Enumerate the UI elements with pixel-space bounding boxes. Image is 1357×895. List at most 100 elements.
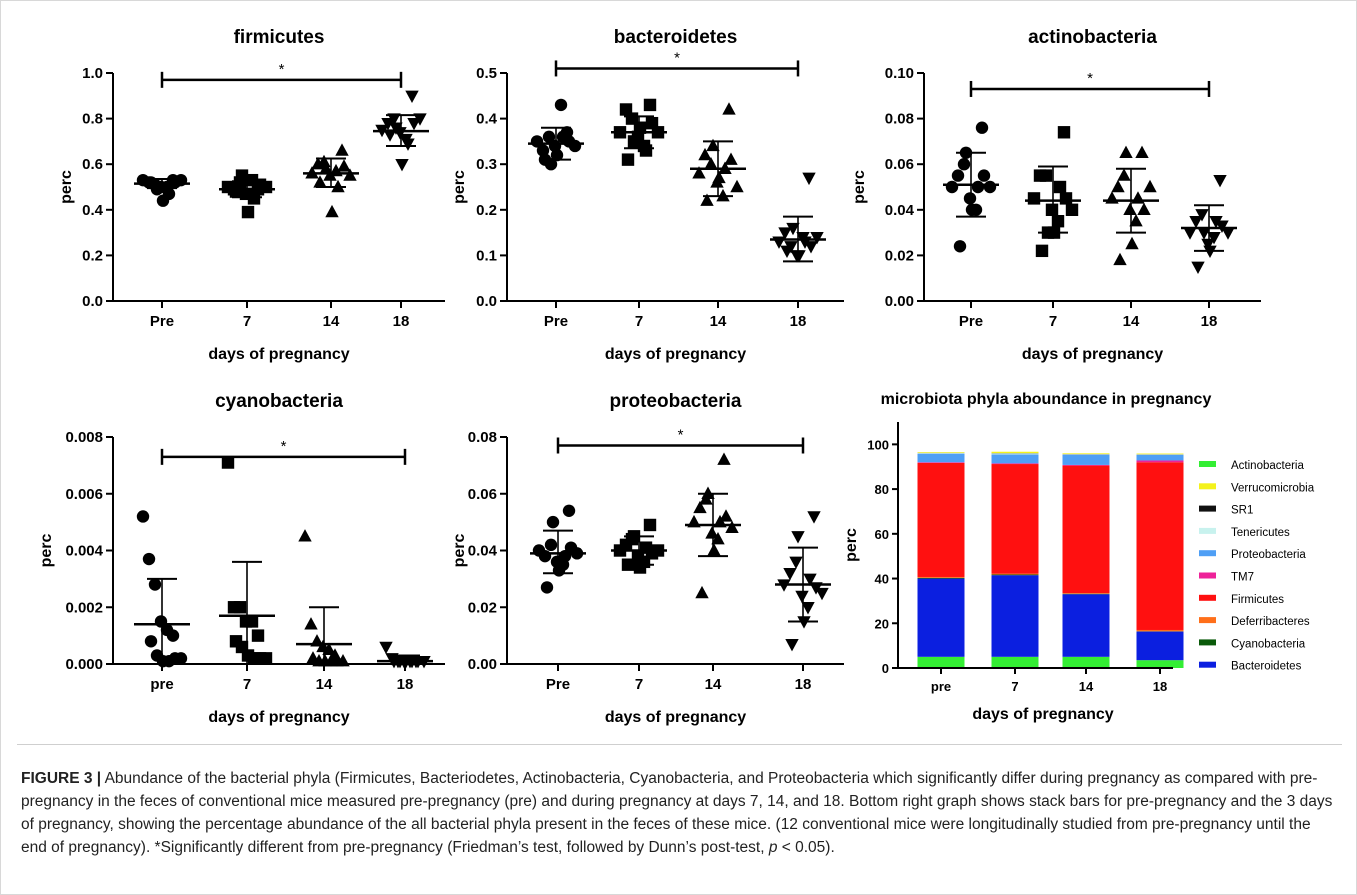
bar-segment-actinobacteria bbox=[917, 656, 965, 668]
bar-segment-tenericutes bbox=[917, 453, 965, 454]
legend-item-actinobacteria: Actinobacteria bbox=[1199, 460, 1304, 472]
bar-segment-firmicutes bbox=[991, 464, 1039, 574]
legend-label: Firmicutes bbox=[1231, 594, 1284, 606]
y-tick-label: 0.10 bbox=[885, 65, 914, 82]
y-tick-label: 0.4 bbox=[476, 111, 498, 128]
bar-segment-bacteroidetes bbox=[917, 578, 965, 657]
data-point bbox=[722, 102, 736, 115]
x-tick-label: 18 bbox=[1201, 313, 1218, 330]
data-point bbox=[639, 144, 653, 157]
data-point bbox=[1059, 192, 1073, 205]
legend-swatch bbox=[1199, 461, 1216, 467]
data-point bbox=[413, 113, 427, 126]
y-tick-label: 0.04 bbox=[885, 202, 915, 219]
bar-segment-deferribacteres bbox=[991, 573, 1039, 575]
data-point bbox=[643, 98, 657, 112]
legend-label: TM7 bbox=[1231, 572, 1254, 584]
bar-segment-cyanobacteria bbox=[917, 577, 965, 579]
x-tick-label: pre bbox=[150, 676, 173, 693]
data-point bbox=[150, 183, 164, 196]
data-point bbox=[233, 601, 247, 614]
bar-segment-tm7 bbox=[1136, 460, 1184, 463]
data-point bbox=[322, 642, 336, 656]
significance-bracket: * bbox=[554, 49, 800, 77]
data-point bbox=[1213, 174, 1227, 188]
data-point bbox=[803, 573, 817, 587]
series-Pre bbox=[943, 121, 999, 253]
data-point bbox=[259, 180, 273, 194]
legend-swatch bbox=[1199, 639, 1216, 646]
bar-segment-verrucomicrobia bbox=[1136, 453, 1184, 455]
x-axis-title: days of pregnancy bbox=[1022, 346, 1163, 363]
data-point bbox=[1221, 227, 1235, 240]
data-point bbox=[304, 617, 318, 630]
legend-swatch bbox=[1199, 527, 1216, 534]
bar-segment-bacteroidetes bbox=[991, 575, 1039, 657]
data-point bbox=[1119, 145, 1133, 158]
data-point bbox=[789, 556, 803, 570]
x-tick-label: 18 bbox=[393, 313, 410, 330]
series-18 bbox=[775, 511, 831, 652]
x-tick-label: 7 bbox=[243, 676, 251, 693]
y-tick-label: 0.004 bbox=[65, 543, 103, 560]
data-point bbox=[643, 518, 657, 532]
y-tick-label: 0.02 bbox=[468, 599, 497, 616]
x-tick-label: Pre bbox=[150, 313, 174, 330]
data-point bbox=[325, 204, 339, 218]
y-axis-title: perc bbox=[58, 170, 75, 204]
x-tick-label: pre bbox=[931, 679, 951, 694]
figure-caption-text: Abundance of the bacterial phyla (Firmic… bbox=[21, 770, 1333, 856]
bar-segment-deferribacteres bbox=[917, 576, 965, 578]
data-point bbox=[538, 549, 552, 563]
data-point bbox=[319, 161, 333, 174]
data-point bbox=[983, 180, 997, 194]
chart-title: firmicutes bbox=[234, 27, 325, 48]
x-axis-title: days of pregnancy bbox=[605, 709, 746, 726]
data-point bbox=[407, 117, 421, 131]
data-point bbox=[717, 452, 731, 465]
y-tick-label: 1.0 bbox=[82, 65, 103, 82]
data-point bbox=[1209, 216, 1223, 229]
x-tick-label: Pre bbox=[546, 676, 570, 693]
data-point bbox=[711, 531, 725, 545]
legend-item-verrucomicrobia: Verrucomicrobia bbox=[1199, 482, 1315, 494]
y-tick-label: 0.04 bbox=[468, 543, 498, 560]
data-point bbox=[791, 531, 805, 544]
data-point bbox=[381, 117, 395, 131]
bar-segment-bacteroidetes bbox=[1062, 594, 1110, 657]
data-point bbox=[963, 192, 977, 205]
data-point bbox=[387, 113, 401, 126]
data-point bbox=[977, 169, 991, 182]
data-point bbox=[568, 139, 582, 153]
y-tick-label: 100 bbox=[867, 437, 889, 452]
data-point bbox=[633, 121, 647, 134]
series-14 bbox=[303, 143, 359, 218]
data-point bbox=[707, 543, 721, 556]
data-point bbox=[725, 520, 739, 533]
data-point bbox=[810, 231, 824, 245]
series-14 bbox=[690, 102, 746, 206]
data-point bbox=[783, 568, 797, 581]
series-14 bbox=[1103, 145, 1159, 266]
legend-label: Verrucomicrobia bbox=[1231, 482, 1315, 494]
series-18 bbox=[770, 172, 826, 263]
y-tick-label: 0.08 bbox=[885, 111, 914, 128]
x-tick-label: 14 bbox=[316, 676, 333, 693]
data-point bbox=[1215, 220, 1229, 233]
data-point bbox=[1201, 238, 1215, 252]
bar-segment-deferribacteres bbox=[1136, 629, 1184, 632]
x-tick-label: 14 bbox=[1079, 679, 1094, 694]
legend-item-cyanobacteria: Cyanobacteria bbox=[1199, 638, 1306, 650]
legend-item-deferribacteres: Deferribacteres bbox=[1199, 616, 1310, 628]
y-tick-label: 0.08 bbox=[468, 429, 497, 446]
bar-segment-proteobacteria bbox=[991, 454, 1039, 464]
data-point bbox=[945, 180, 959, 194]
significance-bracket: * bbox=[160, 61, 403, 88]
y-tick-label: 0.3 bbox=[476, 156, 497, 173]
y-tick-label: 80 bbox=[875, 482, 889, 497]
data-point bbox=[554, 98, 568, 112]
legend-swatch bbox=[1199, 483, 1216, 490]
data-point bbox=[724, 152, 738, 165]
x-tick-label: 14 bbox=[705, 676, 722, 693]
data-point bbox=[780, 245, 794, 259]
